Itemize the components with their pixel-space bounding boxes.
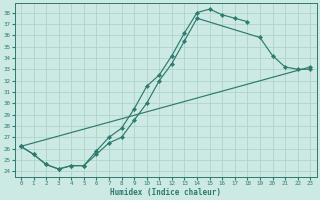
X-axis label: Humidex (Indice chaleur): Humidex (Indice chaleur) <box>110 188 221 197</box>
